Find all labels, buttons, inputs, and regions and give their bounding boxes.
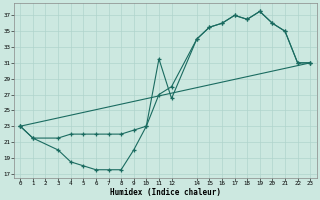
X-axis label: Humidex (Indice chaleur): Humidex (Indice chaleur): [110, 188, 221, 197]
